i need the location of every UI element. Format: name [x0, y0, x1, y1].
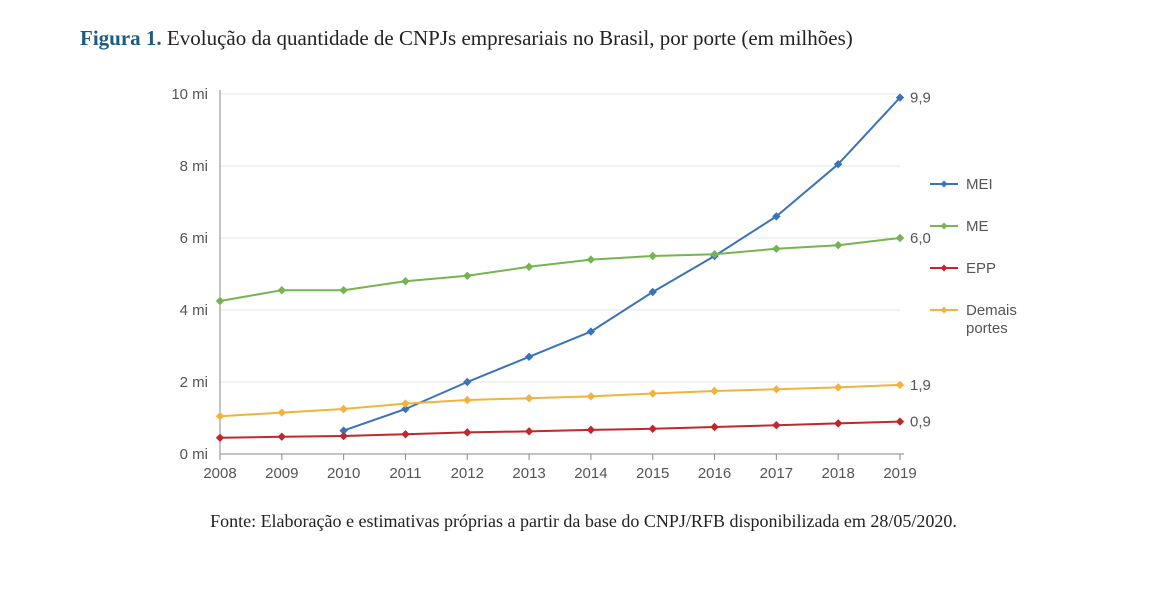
figure-title: Figura 1. Evolução da quantidade de CNPJ…: [80, 24, 1087, 52]
legend-label: EPP: [966, 260, 996, 277]
x-tick-label: 2012: [451, 465, 484, 482]
chart: 0 mi 2 mi 4 mi 6 mi 8 mi 10 mi 2008 2009 2010 201…: [140, 74, 1087, 504]
series-end-label: 9,9: [910, 90, 931, 107]
series-marker: [526, 428, 533, 435]
series-end-label: 1,9: [910, 377, 931, 394]
y-tick-label: 6 mi: [180, 230, 208, 247]
series-marker: [278, 434, 285, 441]
series-marker: [835, 384, 842, 391]
x-tick-label: 2011: [389, 465, 421, 482]
figure-title-label: Figura 1.: [80, 26, 162, 50]
series-marker: [587, 427, 594, 434]
series-marker: [278, 409, 285, 416]
series-line: [344, 98, 900, 431]
series-marker: [649, 390, 656, 397]
series-marker: [340, 287, 347, 294]
legend-label: Demais: [966, 302, 1017, 319]
y-tick-label: 10 mi: [171, 86, 208, 103]
series-marker: [340, 433, 347, 440]
x-tick-label: 2017: [760, 465, 793, 482]
legend-label: ME: [966, 218, 989, 235]
series-marker: [402, 431, 409, 438]
series-marker: [773, 246, 780, 253]
series-marker: [897, 235, 904, 242]
x-tick-label: 2016: [698, 465, 731, 482]
series-marker: [278, 287, 285, 294]
series-line: [220, 422, 900, 438]
series-marker: [773, 422, 780, 429]
series-line: [220, 238, 900, 301]
series-marker: [217, 435, 224, 442]
series-marker: [649, 426, 656, 433]
series-marker: [526, 395, 533, 402]
series-marker: [402, 400, 409, 407]
series-marker: [897, 418, 904, 425]
series-marker: [587, 256, 594, 263]
series-marker: [835, 420, 842, 427]
series-marker: [835, 242, 842, 249]
series-marker: [649, 253, 656, 260]
series-end-label: 6,0: [910, 230, 931, 247]
x-tick-label: 2010: [327, 465, 360, 482]
y-tick-label: 4 mi: [180, 302, 208, 319]
series-marker: [217, 413, 224, 420]
series-marker: [464, 429, 471, 436]
page: Figura 1. Evolução da quantidade de CNPJ…: [0, 0, 1167, 612]
x-tick-label: 2018: [821, 465, 854, 482]
x-tick-label: 2013: [512, 465, 545, 482]
y-tick-label: 2 mi: [180, 374, 208, 391]
x-tick-label: 2015: [636, 465, 669, 482]
series-end-label: 0,9: [910, 414, 931, 431]
series-marker: [587, 393, 594, 400]
series-marker: [526, 264, 533, 271]
series-marker: [340, 406, 347, 413]
series-marker: [526, 354, 533, 361]
footnote: Fonte: Elaboração e estimativas próprias…: [80, 510, 1087, 533]
x-tick-label: 2019: [883, 465, 916, 482]
legend-label: portes: [966, 320, 1008, 337]
chart-svg: 0 mi 2 mi 4 mi 6 mi 8 mi 10 mi 2008 2009 2010 201…: [140, 74, 1070, 504]
y-tick-label: 0 mi: [180, 446, 208, 463]
x-tick-label: 2009: [265, 465, 298, 482]
series-marker: [402, 278, 409, 285]
series-marker: [217, 298, 224, 305]
series-line: [220, 385, 900, 416]
series-marker: [464, 379, 471, 386]
series-marker: [464, 397, 471, 404]
x-tick-label: 2014: [574, 465, 607, 482]
series-marker: [464, 273, 471, 280]
series-marker: [711, 388, 718, 395]
figure-title-text: Evolução da quantidade de CNPJs empresar…: [162, 26, 853, 50]
legend-label: MEI: [966, 176, 993, 193]
series-marker: [711, 424, 718, 431]
series-marker: [773, 386, 780, 393]
x-tick-label: 2008: [203, 465, 236, 482]
y-tick-label: 8 mi: [180, 158, 208, 175]
